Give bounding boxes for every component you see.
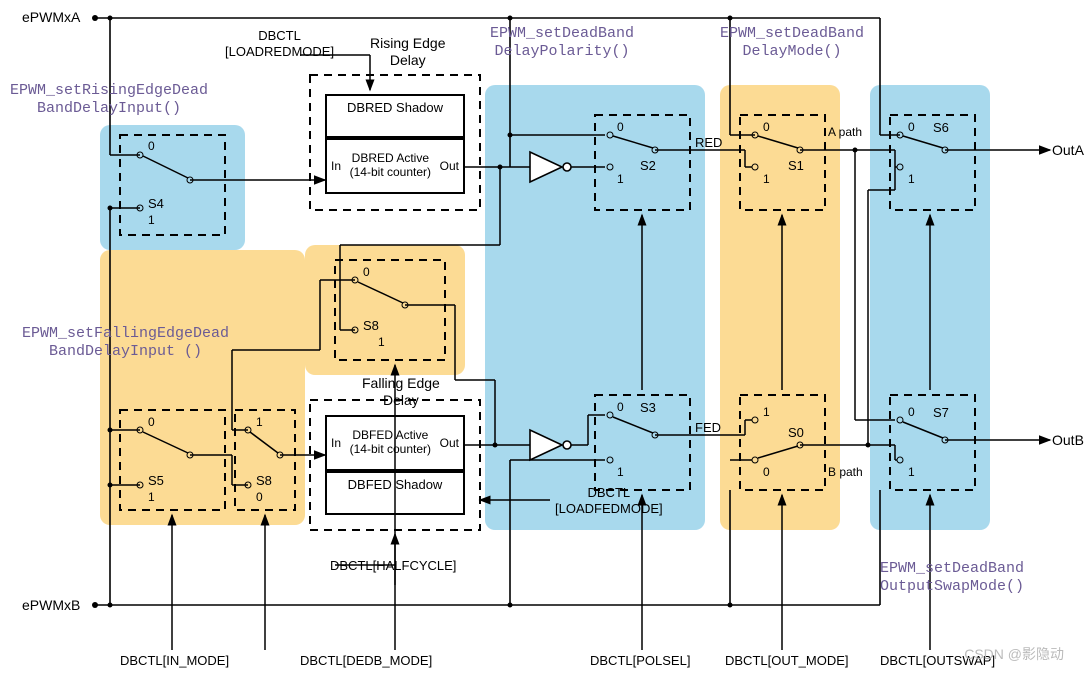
fed-label: FED [695, 420, 721, 436]
s8-1: 1 [378, 335, 385, 349]
s6-0: 0 [908, 120, 915, 134]
s0-0: 0 [763, 465, 770, 479]
s3-1: 1 [617, 465, 624, 479]
func-polarity: EPWM_setDeadBand DelayPolarity() [490, 25, 634, 61]
epwmxb-label: ePWMxB [22, 597, 80, 614]
s2-0: 0 [617, 120, 624, 134]
s2-1: 1 [617, 172, 624, 186]
s8-label: S8 [363, 318, 379, 334]
loadred-label: DBCTL [LOADREDMODE] [225, 28, 334, 59]
s2-label: S2 [640, 158, 656, 174]
rising-title: Rising Edge Delay [370, 35, 446, 69]
bpath-label: B path [828, 465, 863, 479]
loadfed-label: DBCTL [LOADFEDMODE] [555, 485, 663, 516]
watermark: CSDN @影隐动 [964, 644, 1064, 664]
s0-label: S0 [788, 425, 804, 441]
s1-0: 0 [763, 120, 770, 134]
epwmxa-label: ePWMxA [22, 9, 80, 26]
s8b-0: 0 [256, 490, 263, 504]
s1-label: S1 [788, 158, 804, 174]
s3-label: S3 [640, 400, 656, 416]
halfcycle-label: DBCTL[HALFCYCLE] [330, 558, 456, 574]
s6-1: 1 [908, 172, 915, 186]
out-mode-label: DBCTL[OUT_MODE] [725, 653, 849, 669]
func-rising-input: EPWM_setRisingEdgeDead BandDelayInput() [10, 82, 208, 118]
s7-label: S7 [933, 405, 949, 421]
s7-0: 0 [908, 405, 915, 419]
s3-0: 0 [617, 400, 624, 414]
s5-0: 0 [148, 415, 155, 429]
s0-1: 1 [763, 405, 770, 419]
s5-1: 1 [148, 490, 155, 504]
apath-label: A path [828, 125, 862, 139]
s8b-label: S8 [256, 473, 272, 489]
func-swap: EPWM_setDeadBand OutputSwapMode() [880, 560, 1024, 596]
outa-label: OutA [1052, 142, 1084, 159]
s4-0: 0 [148, 139, 155, 153]
polsel-label: DBCTL[POLSEL] [590, 653, 690, 669]
in-mode-label: DBCTL[IN_MODE] [120, 653, 229, 669]
s8b-1: 1 [256, 415, 263, 429]
falling-title: Falling Edge Delay [362, 375, 440, 409]
s6-label: S6 [933, 120, 949, 136]
s1-1: 1 [763, 172, 770, 186]
s7-1: 1 [908, 465, 915, 479]
func-mode: EPWM_setDeadBand DelayMode() [720, 25, 864, 61]
s4-1: 1 [148, 213, 155, 227]
s8-0: 0 [363, 265, 370, 279]
outb-label: OutB [1052, 432, 1084, 449]
func-falling-input: EPWM_setFallingEdgeDead BandDelayInput (… [22, 325, 229, 361]
dedb-mode-label: DBCTL[DEDB_MODE] [300, 653, 432, 669]
s4-label: S4 [148, 196, 164, 212]
s5-label: S5 [148, 473, 164, 489]
red-label: RED [695, 135, 722, 151]
